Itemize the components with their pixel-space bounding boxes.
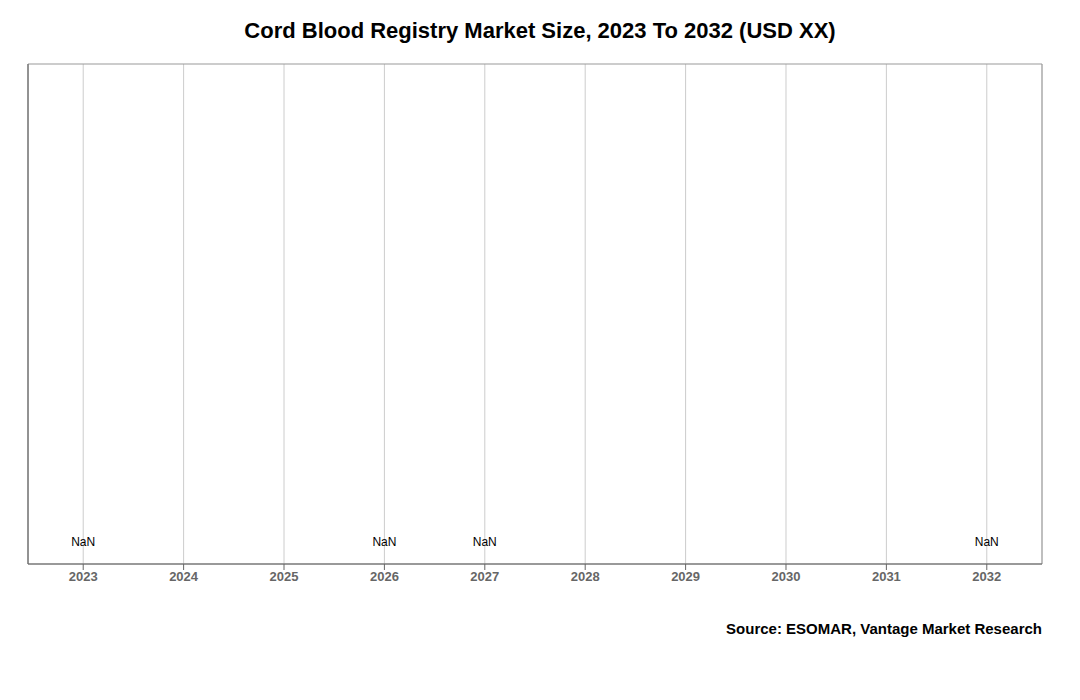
svg-text:2031: 2031 (872, 569, 901, 584)
html-text:Cord Blood Registry Market Siz: Cord Blood Registry Market Size, 2023 To… (244, 18, 836, 43)
svg-text:2023: 2023 (69, 569, 98, 584)
svg-text:2024: 2024 (169, 569, 199, 584)
svg-text:2025: 2025 (270, 569, 299, 584)
svg-text:2029: 2029 (671, 569, 700, 584)
svg-text:2027: 2027 (470, 569, 499, 584)
svg-text:2028: 2028 (571, 569, 600, 584)
svg-text:NaN: NaN (473, 535, 497, 549)
svg-text:2026: 2026 (370, 569, 399, 584)
svg-text:NaN: NaN (372, 535, 396, 549)
html-text:Source: ESOMAR, Vantage Market: Source: ESOMAR, Vantage Market Research (726, 620, 1042, 637)
svg-text:2030: 2030 (772, 569, 801, 584)
svg-text:NaN: NaN (71, 535, 95, 549)
svg-text:NaN: NaN (975, 535, 999, 549)
svg-text:2032: 2032 (972, 569, 1001, 584)
